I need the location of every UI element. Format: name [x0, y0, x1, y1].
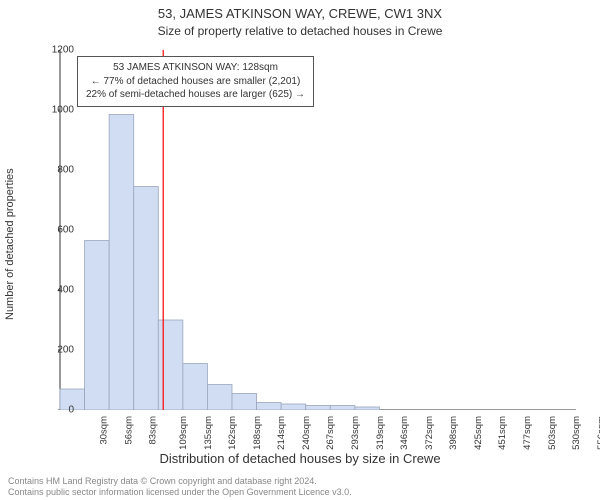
y-tick-label: 200 — [34, 345, 74, 356]
x-tick-label: 451sqm — [497, 416, 508, 450]
histogram-bar — [355, 407, 380, 410]
histogram-bar — [134, 187, 159, 411]
histogram-bar — [306, 406, 331, 411]
histogram-bar — [257, 403, 282, 411]
y-tick-label: 1200 — [34, 45, 74, 56]
x-tick-label: 188sqm — [252, 416, 263, 450]
x-tick-label: 372sqm — [424, 416, 435, 450]
x-tick-label: 425sqm — [473, 416, 484, 450]
x-tick-label: 293sqm — [350, 416, 361, 450]
x-tick-label: 109sqm — [178, 416, 189, 450]
x-tick-label: 83sqm — [148, 416, 159, 445]
histogram-bar — [85, 241, 110, 411]
chart-container: 53, JAMES ATKINSON WAY, CREWE, CW1 3NX S… — [0, 0, 600, 500]
x-tick-label: 162sqm — [227, 416, 238, 450]
histogram-bar — [109, 115, 134, 411]
y-tick-label: 0 — [34, 405, 74, 416]
x-tick-label: 56sqm — [123, 416, 134, 445]
x-tick-label: 135sqm — [202, 416, 213, 450]
histogram-bar — [232, 394, 257, 411]
histogram-bar — [281, 404, 306, 410]
x-tick-label: 503sqm — [546, 416, 557, 450]
histogram-bar — [158, 320, 183, 410]
y-tick-label: 400 — [34, 285, 74, 296]
footnote-line1: Contains HM Land Registry data © Crown c… — [8, 476, 352, 487]
annotation-line2: ← 77% of detached houses are smaller (2,… — [86, 75, 305, 89]
annotation-box: 53 JAMES ATKINSON WAY: 128sqm ← 77% of d… — [77, 56, 314, 107]
annotation-line3: 22% of semi-detached houses are larger (… — [86, 88, 305, 102]
x-tick-label: 319sqm — [374, 416, 385, 450]
x-tick-label: 556sqm — [596, 416, 600, 450]
page-subtitle: Size of property relative to detached ho… — [0, 24, 600, 38]
footnote: Contains HM Land Registry data © Crown c… — [8, 476, 352, 499]
y-tick-label: 800 — [34, 165, 74, 176]
y-axis-label: Number of detached properties — [4, 168, 16, 320]
x-tick-label: 30sqm — [99, 416, 110, 445]
page-title: 53, JAMES ATKINSON WAY, CREWE, CW1 3NX — [0, 6, 600, 21]
x-tick-label: 267sqm — [325, 416, 336, 450]
histogram-bar — [207, 385, 232, 411]
y-tick-label: 1000 — [34, 105, 74, 116]
y-tick-label: 600 — [34, 225, 74, 236]
histogram-bar — [330, 406, 355, 411]
x-tick-label: 398sqm — [448, 416, 459, 450]
x-axis-label: Distribution of detached houses by size … — [0, 451, 600, 466]
x-tick-label: 477sqm — [522, 416, 533, 450]
x-tick-label: 214sqm — [276, 416, 287, 450]
x-tick-label: 240sqm — [301, 416, 312, 450]
x-tick-label: 530sqm — [571, 416, 582, 450]
histogram-bar — [183, 364, 208, 411]
x-tick-label: 346sqm — [399, 416, 410, 450]
annotation-line1: 53 JAMES ATKINSON WAY: 128sqm — [86, 61, 305, 75]
footnote-line2: Contains public sector information licen… — [8, 487, 352, 498]
